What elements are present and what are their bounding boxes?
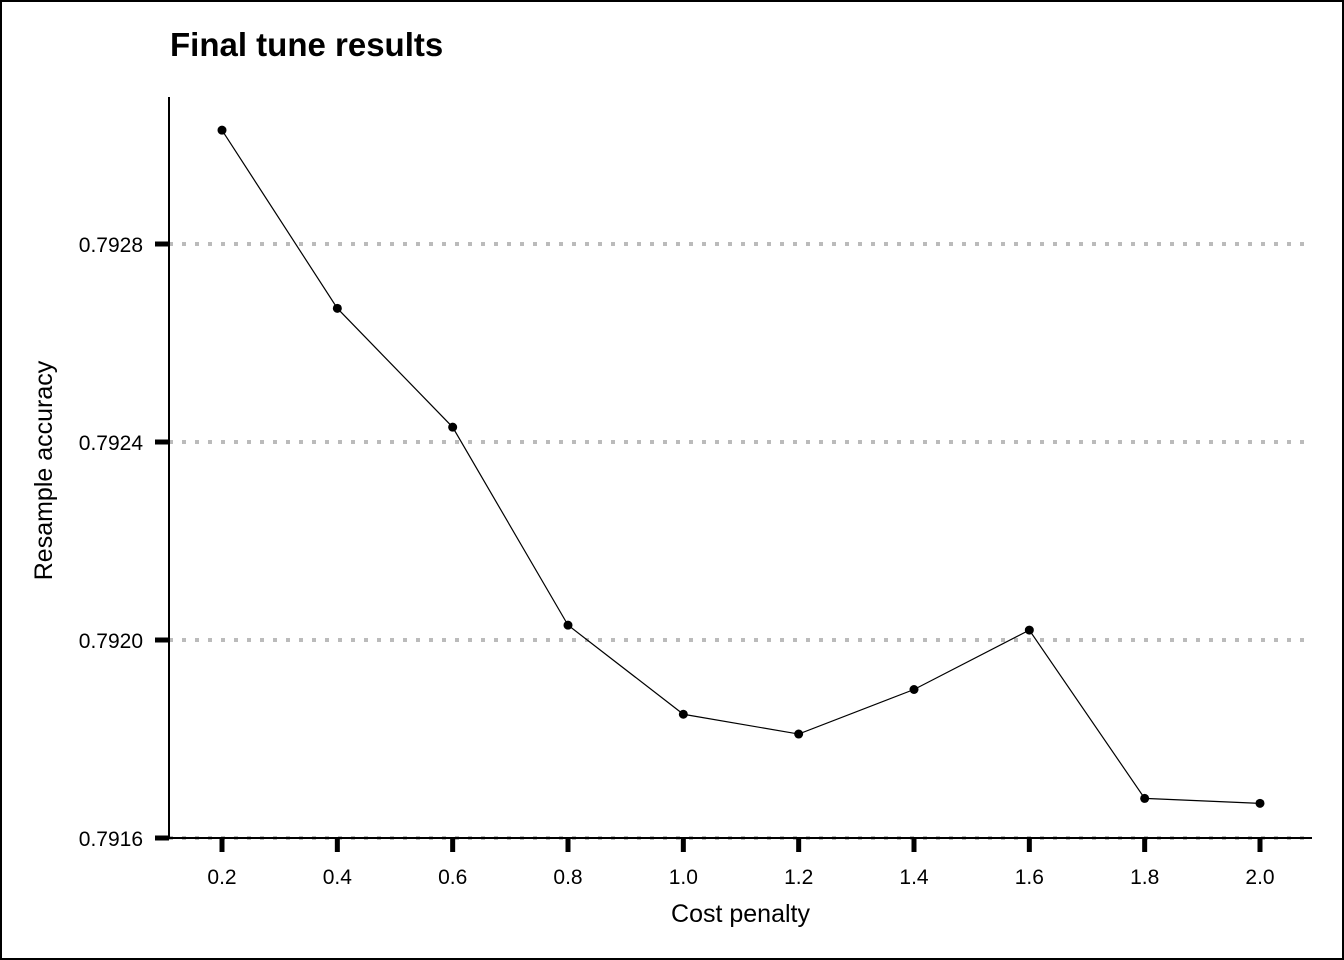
data-point-4: [678, 709, 688, 719]
data-point-9: [1255, 798, 1265, 808]
y-tick-label-2: 0.7924: [79, 432, 144, 455]
y-tick-label-3: 0.7928: [79, 234, 143, 257]
x-tick-label-0: 0.2: [207, 866, 236, 889]
x-tick-label-1: 0.4: [323, 866, 353, 889]
x-axis-label: Cost penalty: [671, 900, 810, 928]
y-tick-label-1: 0.7920: [79, 630, 143, 653]
data-point-5: [794, 729, 804, 739]
data-point-2: [448, 422, 458, 432]
y-axis-ticks: 0.7916 0.7920 0.7924 0.7928: [79, 234, 169, 851]
x-axis-ticks: 0.2 0.4 0.6 0.8 1.0 1.2 1.4 1.6 1.8 2.0: [207, 838, 1275, 889]
x-tick-label-5: 1.2: [784, 866, 813, 889]
data-point-8: [1140, 793, 1150, 803]
data-point-1: [332, 303, 342, 313]
x-tick-label-4: 1.0: [669, 866, 698, 889]
gridlines: [169, 242, 1312, 840]
x-tick-label-9: 2.0: [1245, 866, 1274, 889]
data-point-6: [909, 685, 919, 694]
chart-title: Final tune results: [170, 26, 444, 63]
x-tick-label-7: 1.6: [1015, 866, 1044, 889]
data-point-7: [1024, 625, 1034, 635]
data-point-3: [563, 620, 573, 630]
x-tick-label-8: 1.8: [1130, 866, 1159, 889]
data-point-0: [217, 125, 227, 135]
y-axis-label: Resample accuracy: [30, 360, 58, 580]
axes: [168, 97, 1312, 839]
y-tick-label-0: 0.7916: [79, 828, 143, 851]
x-tick-label-3: 0.8: [553, 866, 582, 889]
series-line-0: [221, 129, 1261, 804]
data-series: [217, 125, 1265, 808]
x-tick-label-6: 1.4: [899, 866, 929, 889]
x-tick-label-2: 0.6: [438, 866, 467, 889]
